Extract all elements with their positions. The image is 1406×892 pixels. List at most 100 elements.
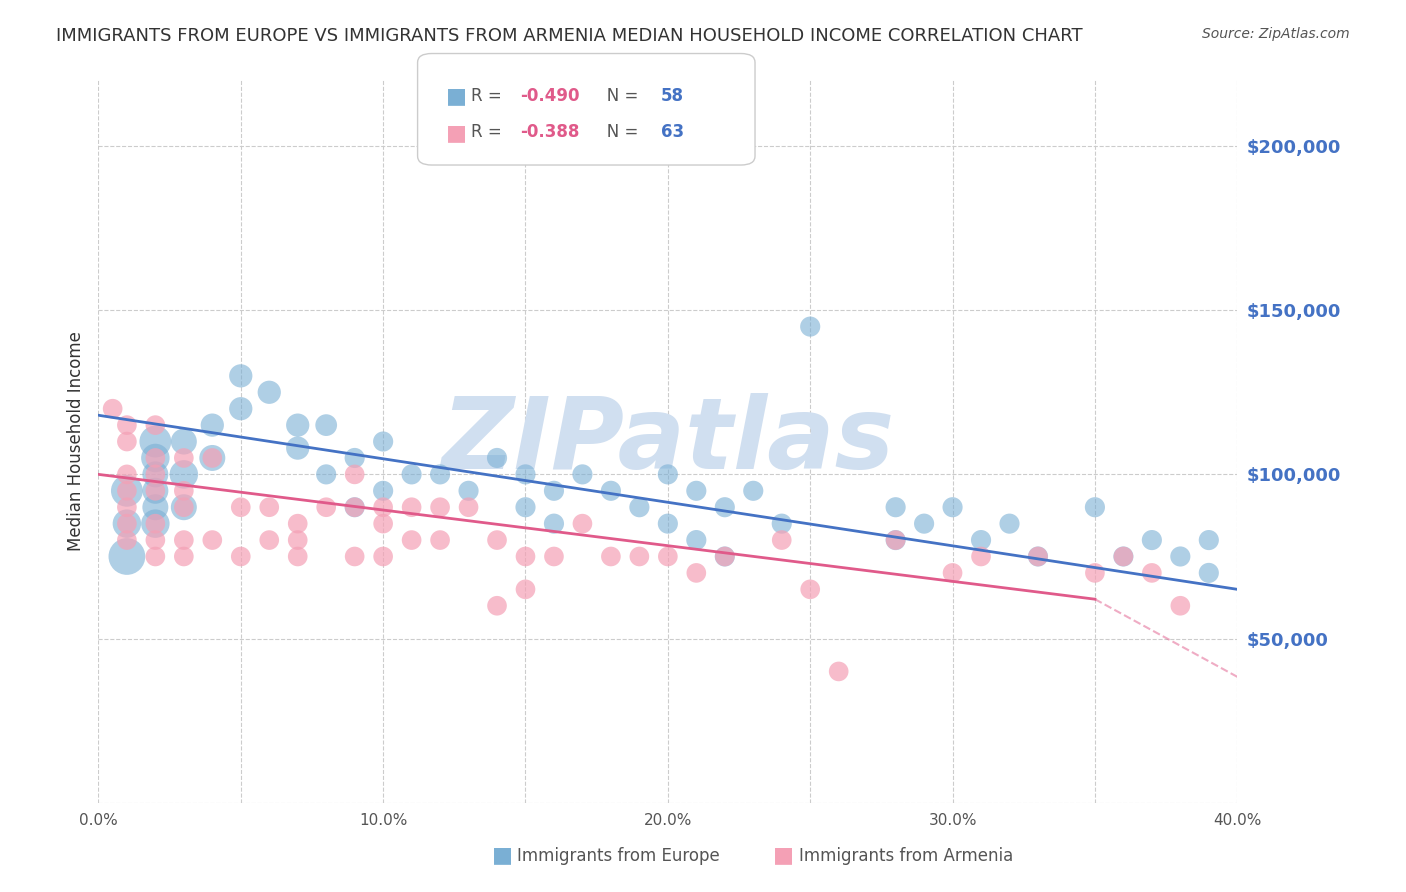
Text: ■: ■ bbox=[773, 846, 794, 865]
Point bbox=[173, 500, 195, 515]
Point bbox=[115, 549, 138, 564]
Point bbox=[600, 549, 623, 564]
Point bbox=[685, 566, 707, 580]
Point bbox=[145, 467, 167, 482]
Point bbox=[401, 500, 423, 515]
Point bbox=[828, 665, 851, 679]
Point bbox=[884, 533, 907, 547]
Point bbox=[173, 450, 195, 465]
Text: R =: R = bbox=[471, 123, 508, 141]
Point bbox=[115, 533, 138, 547]
Point bbox=[1170, 549, 1192, 564]
Point bbox=[173, 533, 195, 547]
Point bbox=[287, 441, 309, 455]
Point bbox=[173, 549, 195, 564]
Point bbox=[115, 434, 138, 449]
Point bbox=[1198, 566, 1220, 580]
Point bbox=[145, 516, 167, 531]
Point bbox=[229, 500, 252, 515]
Text: ■: ■ bbox=[446, 87, 467, 106]
Point bbox=[657, 549, 679, 564]
Point bbox=[315, 418, 337, 433]
Point bbox=[343, 467, 366, 482]
Point bbox=[145, 533, 167, 547]
Point bbox=[429, 533, 451, 547]
Point bbox=[714, 549, 737, 564]
Point bbox=[201, 418, 224, 433]
Point bbox=[657, 467, 679, 482]
Point bbox=[145, 467, 167, 482]
Point bbox=[429, 467, 451, 482]
Text: N =: N = bbox=[591, 87, 643, 104]
Point bbox=[884, 500, 907, 515]
Point bbox=[201, 450, 224, 465]
Point bbox=[770, 516, 793, 531]
Point bbox=[970, 549, 993, 564]
Point bbox=[373, 516, 395, 531]
Point bbox=[628, 500, 651, 515]
Point bbox=[429, 500, 451, 515]
Point bbox=[457, 500, 479, 515]
Text: -0.388: -0.388 bbox=[520, 123, 579, 141]
Point bbox=[571, 467, 593, 482]
Point bbox=[1026, 549, 1049, 564]
Text: IMMIGRANTS FROM EUROPE VS IMMIGRANTS FROM ARMENIA MEDIAN HOUSEHOLD INCOME CORREL: IMMIGRANTS FROM EUROPE VS IMMIGRANTS FRO… bbox=[56, 27, 1083, 45]
Point bbox=[373, 434, 395, 449]
Point bbox=[287, 549, 309, 564]
Point bbox=[799, 319, 821, 334]
Point bbox=[115, 516, 138, 531]
Point bbox=[229, 401, 252, 416]
Point bbox=[515, 582, 537, 597]
Text: 58: 58 bbox=[661, 87, 683, 104]
Point bbox=[373, 549, 395, 564]
Point bbox=[600, 483, 623, 498]
Point bbox=[115, 418, 138, 433]
Point bbox=[1084, 500, 1107, 515]
Point bbox=[685, 483, 707, 498]
Point bbox=[229, 368, 252, 383]
Text: ■: ■ bbox=[492, 846, 513, 865]
Point bbox=[145, 500, 167, 515]
Point bbox=[229, 549, 252, 564]
Point bbox=[343, 500, 366, 515]
Text: Immigrants from Armenia: Immigrants from Armenia bbox=[799, 847, 1012, 865]
Point bbox=[287, 516, 309, 531]
Point bbox=[115, 483, 138, 498]
Point bbox=[1112, 549, 1135, 564]
Point bbox=[998, 516, 1021, 531]
Y-axis label: Median Household Income: Median Household Income bbox=[66, 332, 84, 551]
Point bbox=[714, 500, 737, 515]
Point bbox=[373, 500, 395, 515]
Text: -0.490: -0.490 bbox=[520, 87, 579, 104]
Point bbox=[343, 549, 366, 564]
Point bbox=[515, 500, 537, 515]
Point bbox=[1198, 533, 1220, 547]
Point bbox=[486, 533, 509, 547]
Point bbox=[145, 483, 167, 498]
Point bbox=[173, 467, 195, 482]
Point bbox=[515, 549, 537, 564]
Point bbox=[486, 599, 509, 613]
Point bbox=[115, 483, 138, 498]
Point bbox=[145, 450, 167, 465]
Point bbox=[145, 418, 167, 433]
Point bbox=[1084, 566, 1107, 580]
Point bbox=[942, 500, 965, 515]
Text: ZIPatlas: ZIPatlas bbox=[441, 393, 894, 490]
Point bbox=[401, 467, 423, 482]
Point bbox=[685, 533, 707, 547]
Point bbox=[115, 500, 138, 515]
Point bbox=[457, 483, 479, 498]
Point bbox=[970, 533, 993, 547]
Point bbox=[657, 516, 679, 531]
Point bbox=[145, 516, 167, 531]
Point bbox=[173, 483, 195, 498]
Text: Immigrants from Europe: Immigrants from Europe bbox=[517, 847, 720, 865]
Point bbox=[101, 401, 124, 416]
Point bbox=[145, 434, 167, 449]
Text: 63: 63 bbox=[661, 123, 683, 141]
Point bbox=[912, 516, 935, 531]
Point bbox=[628, 549, 651, 564]
Point bbox=[201, 533, 224, 547]
Point bbox=[543, 516, 565, 531]
